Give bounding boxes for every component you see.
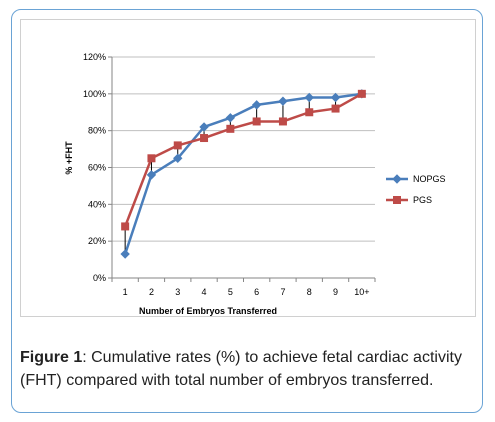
data-point xyxy=(251,100,262,110)
x-tick-label: 8 xyxy=(307,287,312,297)
series-nopgs xyxy=(120,89,367,259)
data-point xyxy=(357,89,366,98)
high-low-lines xyxy=(124,97,337,255)
x-tick-label: 10+ xyxy=(354,287,369,297)
figure-caption: Figure 1: Cumulative rates (%) to achiev… xyxy=(20,346,478,392)
x-tick-label: 5 xyxy=(228,287,233,297)
data-point xyxy=(147,154,156,163)
line-chart: 0% 20% 40% 60% 80% 100% 120% 1 2 3 4 5 6 7 8 9 10+ NOPGS… xyxy=(64,52,446,316)
y-tick-label: 40% xyxy=(88,199,106,209)
series-line xyxy=(123,92,363,227)
data-point xyxy=(331,104,340,113)
gridlines xyxy=(112,56,375,242)
data-point xyxy=(304,92,314,103)
data-point xyxy=(173,153,183,163)
data-point xyxy=(226,124,235,133)
legend-entry: NOPGS xyxy=(413,174,446,184)
chart-area: 0% 20% 40% 60% 80% 100% 120% 1 2 3 4 5 6 7 8 9 10+ NOPGS… xyxy=(20,19,476,317)
y-tick-label: 20% xyxy=(88,236,106,246)
data-point xyxy=(200,134,209,143)
legend-entry: PGS xyxy=(413,195,432,205)
caption-label: Figure 1 xyxy=(20,349,83,366)
data-point xyxy=(330,92,341,103)
y-tick-label: 0% xyxy=(93,273,106,283)
data-point xyxy=(199,122,209,132)
data-point xyxy=(120,249,130,259)
data-point xyxy=(278,117,287,126)
figure-frame: 0% 20% 40% 60% 80% 100% 120% 1 2 3 4 5 6 7 8 9 10+ NOPGS… xyxy=(11,9,483,413)
y-tick-label: 60% xyxy=(88,163,106,173)
data-point xyxy=(173,141,182,150)
series-group xyxy=(120,89,367,259)
legend: NOPGS PGS xyxy=(386,174,446,205)
x-tick-label: 7 xyxy=(280,287,285,297)
data-point xyxy=(252,117,261,126)
x-axis-label: Number of Embryos Transferred xyxy=(139,306,277,316)
x-tick-label: 3 xyxy=(175,287,180,297)
y-tick-label: 80% xyxy=(88,126,106,136)
y-axis-label: % +FHT xyxy=(64,141,74,175)
data-point xyxy=(225,113,236,123)
x-tick-label: 4 xyxy=(202,287,207,297)
x-tick-label: 1 xyxy=(123,287,128,297)
data-point xyxy=(278,96,288,106)
legend-marker xyxy=(393,196,401,204)
series-line xyxy=(123,92,363,255)
tick-labels: 0% 20% 40% 60% 80% 100% 120% 1 2 3 4 5 6 7 8 9 10+ xyxy=(83,52,370,297)
data-point xyxy=(146,170,157,180)
legend-marker xyxy=(392,174,402,184)
series-pgs xyxy=(121,89,366,231)
data-point xyxy=(305,108,314,117)
x-tick-label: 6 xyxy=(254,287,259,297)
caption-text: : Cumulative rates (%) to achieve fetal … xyxy=(20,349,462,389)
data-point xyxy=(121,222,130,231)
y-tick-label: 100% xyxy=(83,89,106,99)
x-tick-label: 2 xyxy=(149,287,154,297)
y-tick-label: 120% xyxy=(83,52,106,62)
axes xyxy=(108,56,376,282)
x-tick-label: 9 xyxy=(333,287,338,297)
